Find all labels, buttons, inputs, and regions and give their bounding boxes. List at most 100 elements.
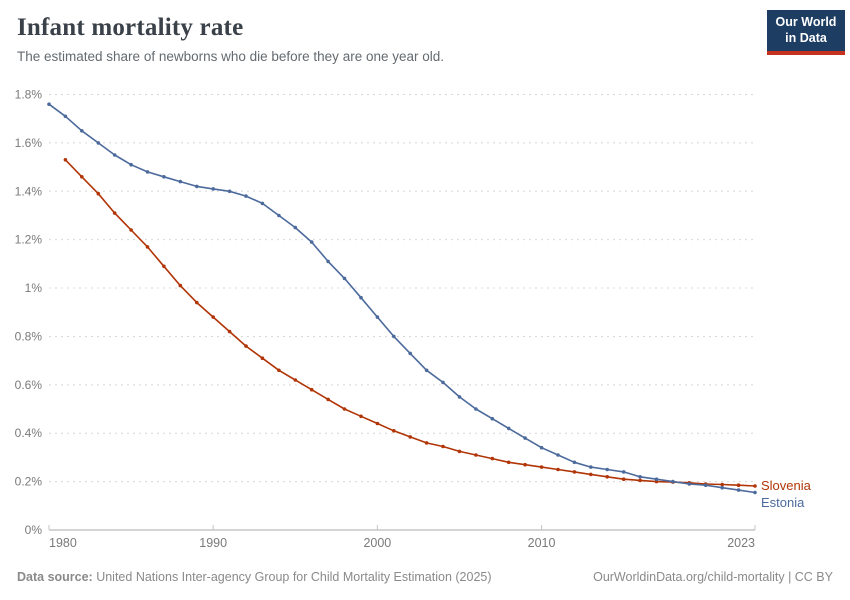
slovenia-data-point — [621, 477, 626, 482]
slovenia-data-point — [736, 483, 741, 488]
estonia-data-point — [227, 189, 232, 194]
slovenia-data-point — [506, 460, 511, 465]
estonia-data-point — [342, 276, 347, 281]
y-tick-label: 0.8% — [15, 329, 43, 343]
data-source-text: United Nations Inter-agency Group for Ch… — [92, 570, 492, 584]
estonia-data-point — [638, 475, 642, 479]
y-tick-label: 0% — [25, 523, 43, 537]
owid-logo[interactable]: Our World in Data — [767, 10, 845, 56]
slovenia-data-point — [605, 475, 609, 479]
estonia-data-point — [621, 470, 626, 474]
slovenia-data-point — [753, 484, 757, 488]
series-end-label-slovenia: Slovenia — [761, 478, 812, 493]
slovenia-data-point — [457, 449, 462, 454]
x-tick-label: 2023 — [727, 536, 755, 550]
y-tick-label: 1% — [25, 281, 43, 295]
x-tick-label: 1980 — [49, 536, 77, 550]
estonia-data-point — [63, 114, 68, 119]
estonia-data-point — [244, 194, 248, 198]
y-tick-label: 0.6% — [15, 378, 43, 392]
estonia-data-point — [408, 351, 413, 356]
estonia-data-point — [720, 485, 724, 490]
estonia-data-point — [277, 213, 281, 218]
series-slovenia — [63, 158, 757, 488]
estonia-data-point — [703, 483, 708, 488]
owid-logo-line2: in Data — [785, 30, 827, 45]
slovenia-data-point — [359, 414, 363, 419]
slovenia-data-point — [293, 378, 298, 382]
series-estonia — [47, 102, 757, 495]
slovenia-data-point — [96, 191, 101, 196]
slovenia-data-point — [326, 397, 330, 402]
y-tick-label: 0.2% — [15, 475, 43, 489]
chart-title: Infant mortality rate — [17, 14, 244, 41]
slovenia-data-point — [178, 283, 183, 288]
estonia-data-point — [96, 141, 101, 145]
estonia-data-point — [441, 380, 445, 385]
slovenia-data-point — [80, 175, 84, 179]
estonia-data-point — [572, 460, 577, 465]
estonia-data-point — [359, 295, 363, 300]
slovenia-data-point — [441, 444, 445, 449]
slovenia-data-point — [309, 387, 314, 392]
slovenia-data-point — [375, 421, 380, 426]
estonia-data-point — [687, 482, 692, 486]
slovenia-data-point — [211, 315, 215, 319]
x-axis-labels: 1980 1990 2000 2010 2023 — [49, 536, 755, 550]
slovenia-data-point — [490, 456, 495, 461]
estonia-data-point — [195, 184, 199, 189]
estonia-data-point — [80, 129, 84, 133]
x-tick-label: 1990 — [199, 536, 227, 550]
estonia-data-point — [457, 395, 462, 399]
estonia-data-point — [326, 259, 330, 264]
slovenia-data-point — [145, 245, 150, 249]
estonia-data-point — [211, 187, 215, 191]
estonia-line — [48, 103, 756, 494]
estonia-data-point — [523, 436, 527, 440]
slovenia-data-point — [392, 429, 396, 433]
estonia-data-point — [47, 102, 51, 106]
estonia-data-point — [112, 153, 117, 157]
slovenia-data-point — [720, 482, 724, 487]
slovenia-data-point — [129, 228, 133, 232]
slovenia-data-point — [63, 158, 68, 162]
slovenia-data-point — [408, 435, 413, 439]
estonia-data-point — [129, 162, 133, 167]
slovenia-data-point — [112, 211, 117, 215]
footer-credit-link[interactable]: OurWorldinData.org/child-mortality | CC … — [593, 570, 833, 584]
estonia-data-point — [671, 479, 675, 484]
slovenia-data-point — [162, 264, 166, 269]
y-gridlines — [49, 94, 757, 483]
chart-header: Infant mortality rate The estimated shar… — [17, 14, 750, 64]
estonia-data-point — [375, 315, 380, 319]
x-axis — [48, 525, 756, 531]
estonia-data-point — [506, 426, 511, 431]
x-tick-label: 2010 — [528, 536, 556, 550]
slovenia-data-point — [244, 344, 248, 348]
slovenia-data-point — [539, 465, 544, 469]
estonia-data-point — [589, 465, 593, 469]
estonia-data-point — [605, 467, 609, 472]
estonia-data-point — [539, 445, 544, 450]
estonia-data-point — [654, 477, 659, 482]
y-tick-label: 0.4% — [15, 426, 43, 440]
slovenia-data-point — [195, 300, 199, 305]
estonia-data-point — [293, 225, 298, 230]
series-end-label-estonia: Estonia — [761, 495, 805, 510]
y-axis-labels: 0% 0.2% 0.4% 0.6% 0.8% 1% 1.2% 1.4% 1.6% 1.8% — [15, 88, 43, 538]
slovenia-data-point — [474, 453, 478, 457]
y-tick-label: 1.4% — [15, 184, 43, 198]
estonia-data-point — [736, 488, 741, 492]
x-tick-label: 2000 — [363, 536, 391, 550]
slovenia-data-point — [589, 472, 593, 477]
slovenia-data-point — [424, 441, 429, 445]
estonia-data-point — [178, 179, 183, 184]
estonia-data-point — [145, 170, 150, 174]
chart-footer: Data source: United Nations Inter-agency… — [17, 570, 833, 584]
slovenia-data-point — [227, 329, 232, 334]
estonia-data-point — [424, 368, 429, 373]
slovenia-data-point — [556, 467, 560, 472]
slovenia-data-point — [277, 368, 281, 373]
estonia-data-point — [309, 240, 314, 244]
